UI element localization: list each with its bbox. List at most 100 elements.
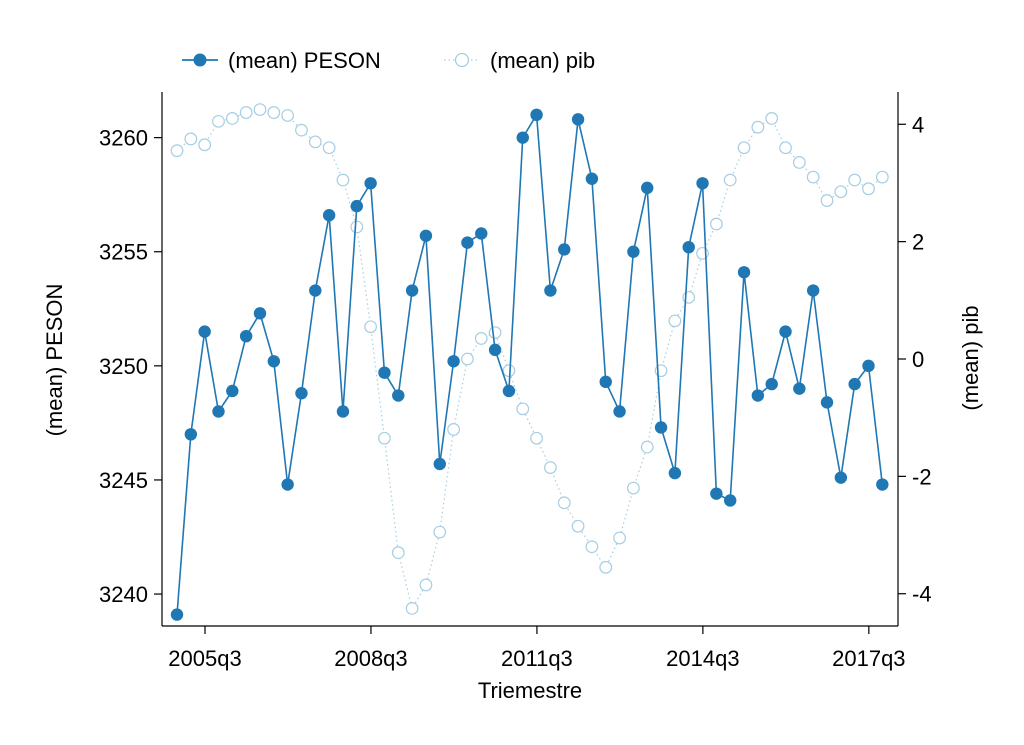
right-y-axis-title: (mean) pib	[958, 305, 983, 410]
series-peson	[170, 108, 889, 621]
left-tick-label: 3250	[99, 354, 148, 379]
peson-point	[668, 466, 682, 480]
pib-point	[544, 461, 557, 474]
peson-point	[654, 421, 668, 434]
peson-point	[862, 359, 875, 373]
peson-point	[599, 375, 612, 389]
legend-peson-label: (mean) PESON	[228, 48, 381, 73]
peson-point	[447, 355, 460, 368]
peson-point	[502, 384, 516, 398]
peson-point	[724, 494, 737, 507]
pib-point	[751, 120, 765, 134]
pib-point	[488, 326, 502, 339]
pib-point	[834, 185, 848, 199]
peson-point	[848, 377, 861, 391]
peson-point	[309, 284, 322, 297]
left-y-axis-title: (mean) PESON	[42, 284, 67, 437]
pib-point	[709, 217, 723, 231]
x-tick-label: 2014q3	[666, 646, 739, 671]
peson-point	[281, 478, 294, 491]
pib-point	[530, 431, 543, 445]
right-tick-label: -2	[912, 464, 932, 489]
pib-point	[585, 540, 599, 554]
left-tick-label: 3240	[99, 582, 148, 607]
peson-point	[641, 181, 654, 195]
pib-point	[225, 112, 239, 125]
pib-point	[239, 106, 253, 119]
pib-point	[516, 402, 530, 416]
peson-point	[267, 355, 281, 368]
peson-point	[765, 377, 778, 391]
pib-line	[176, 108, 883, 610]
peson-point	[737, 266, 751, 279]
legend-item-peson: (mean) PESON	[182, 48, 381, 73]
pib-point	[875, 170, 889, 184]
pib-point	[322, 141, 336, 155]
pib-point	[391, 546, 405, 560]
legend: (mean) PESON (mean) pib	[182, 48, 595, 73]
pib-point	[350, 220, 364, 234]
pib-point	[447, 423, 461, 436]
pib-point	[502, 364, 516, 378]
right-tick-label: 4	[912, 112, 924, 137]
peson-point	[544, 284, 557, 297]
pib-point	[640, 440, 654, 454]
peson-point	[461, 236, 474, 249]
x-axis-title: Triemestre	[478, 678, 582, 703]
pib-point	[405, 601, 419, 615]
legend-item-pib: (mean) pib	[444, 48, 595, 73]
pib-point	[806, 170, 820, 184]
pib-point	[779, 141, 792, 155]
peson-point	[696, 177, 709, 190]
pib-point	[557, 496, 571, 510]
peson-point	[627, 245, 640, 258]
pib-point	[820, 194, 834, 207]
peson-point	[530, 108, 543, 122]
pib-point	[336, 173, 350, 187]
pib-point	[792, 156, 806, 169]
peson-point	[820, 396, 834, 409]
pib-point	[613, 531, 626, 545]
peson-point	[253, 307, 267, 320]
pib-point	[419, 578, 433, 592]
peson-point	[405, 284, 419, 297]
x-tick-label: 2011q3	[501, 646, 573, 671]
legend-peson-marker	[193, 53, 207, 67]
right-y-ticks: -4 -2 0 2 4	[898, 112, 932, 607]
peson-point	[239, 329, 253, 343]
peson-point	[585, 172, 599, 185]
x-tick-label: 2008q3	[334, 646, 407, 671]
peson-point	[613, 405, 626, 418]
peson-point	[378, 366, 391, 379]
pib-point	[737, 141, 751, 155]
pib-point	[433, 525, 447, 539]
legend-pib-label: (mean) pib	[490, 48, 595, 73]
pib-point	[364, 320, 378, 334]
peson-point	[295, 387, 308, 400]
pib-point	[723, 173, 737, 187]
peson-point	[779, 325, 792, 338]
peson-point	[184, 428, 198, 441]
peson-line	[176, 112, 884, 615]
left-tick-label: 3245	[99, 468, 148, 493]
peson-point	[751, 389, 765, 402]
right-tick-label: -4	[912, 582, 932, 607]
pib-point	[378, 431, 391, 445]
pib-point	[765, 112, 779, 125]
left-y-ticks: 3240 3245 3250 3255 3260	[99, 126, 162, 607]
right-tick-label: 2	[912, 230, 924, 255]
peson-point	[419, 229, 433, 242]
left-tick-label: 3255	[99, 240, 148, 265]
peson-point	[710, 487, 723, 500]
pib-point	[253, 103, 267, 117]
peson-point	[488, 343, 502, 357]
x-tick-label: 2005q3	[168, 646, 241, 671]
legend-pib-marker	[454, 52, 470, 68]
peson-point	[475, 227, 488, 240]
pib-point	[599, 560, 613, 574]
pib-point	[571, 519, 585, 533]
x-ticks: 2005q3 2008q3 2011q3 2014q3 2017q3	[168, 626, 906, 671]
pib-point	[212, 114, 225, 128]
